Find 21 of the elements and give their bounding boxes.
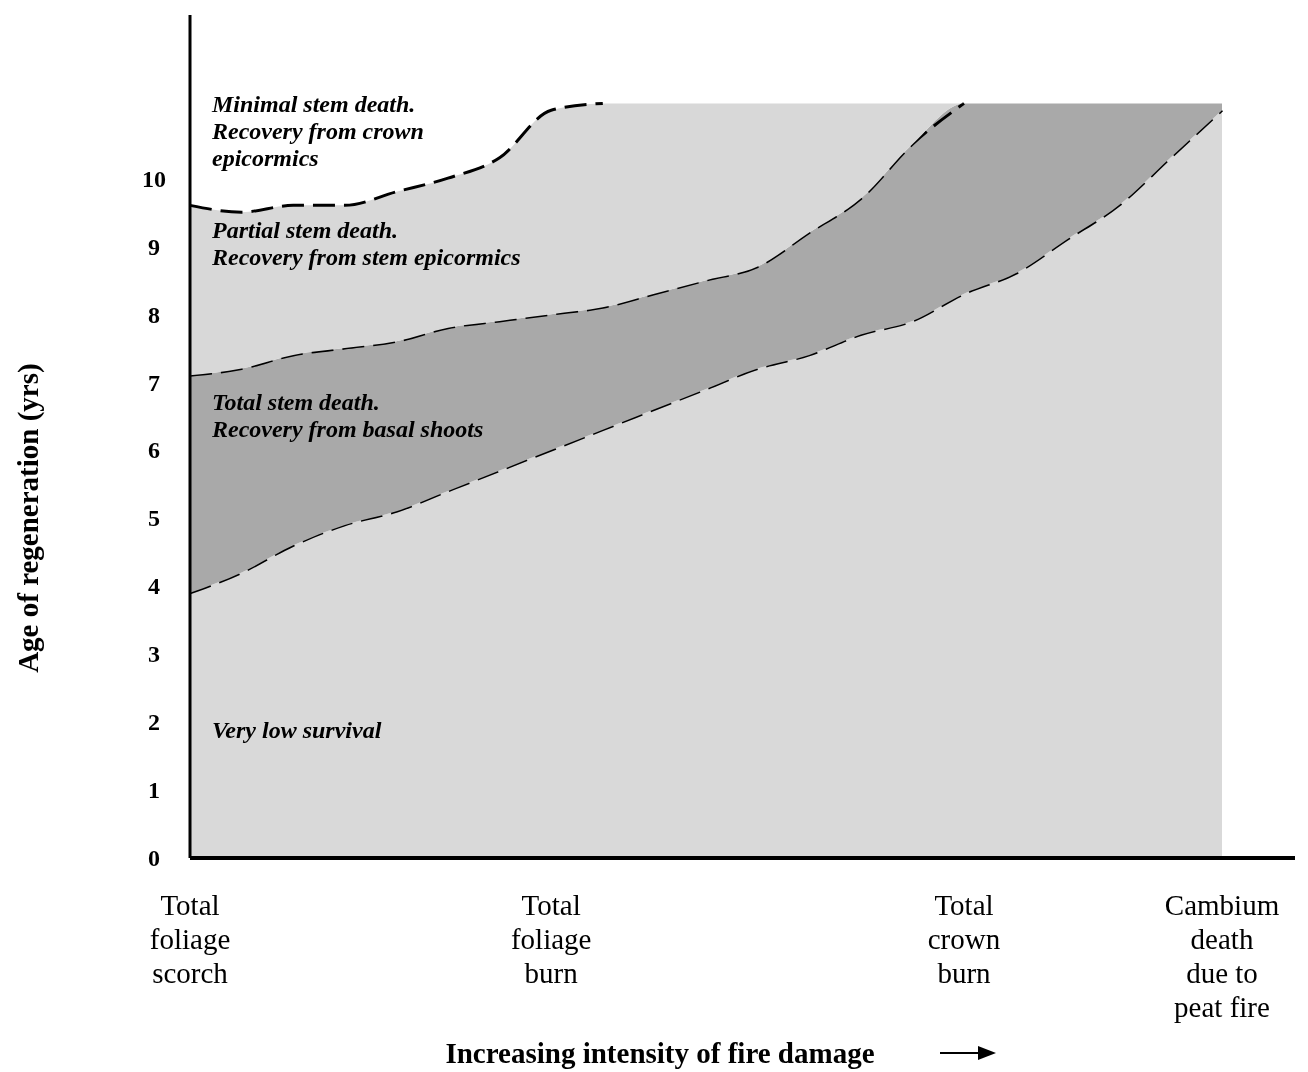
annotation: Very low survival <box>212 717 382 743</box>
x-tick-label: Total crown burn <box>927 889 1001 989</box>
y-axis-title: Age of regeneration (yrs) <box>12 363 45 673</box>
y-tick-label: 8 <box>148 301 160 328</box>
y-tick-label: 0 <box>148 845 160 872</box>
y-tick-label: 1 <box>148 777 160 804</box>
annotation: Total stem death. Recovery from basal shoots <box>211 389 484 442</box>
x-tick-label: Total foliage scorch <box>149 889 231 989</box>
y-tick-label: 5 <box>148 505 160 532</box>
annotation: Partial stem death. Recovery from stem epicormics <box>211 217 521 270</box>
annotation: Minimal stem death. Recovery from crown epicormics <box>211 91 424 171</box>
y-tick-label: 6 <box>148 437 160 464</box>
y-tick-label: 4 <box>148 573 160 600</box>
y-tick-label: 3 <box>148 641 160 668</box>
y-tick-label: 10 <box>142 165 166 192</box>
y-tick-label: 7 <box>148 369 160 396</box>
y-tick-label: 2 <box>148 709 160 736</box>
x-tick-label: Cambium death due to peat fire <box>1164 889 1280 1023</box>
x-axis-title: Increasing intensity of fire damage <box>445 1037 875 1069</box>
y-tick-label: 9 <box>148 233 160 260</box>
x-tick-label: Total foliage burn <box>510 889 592 989</box>
